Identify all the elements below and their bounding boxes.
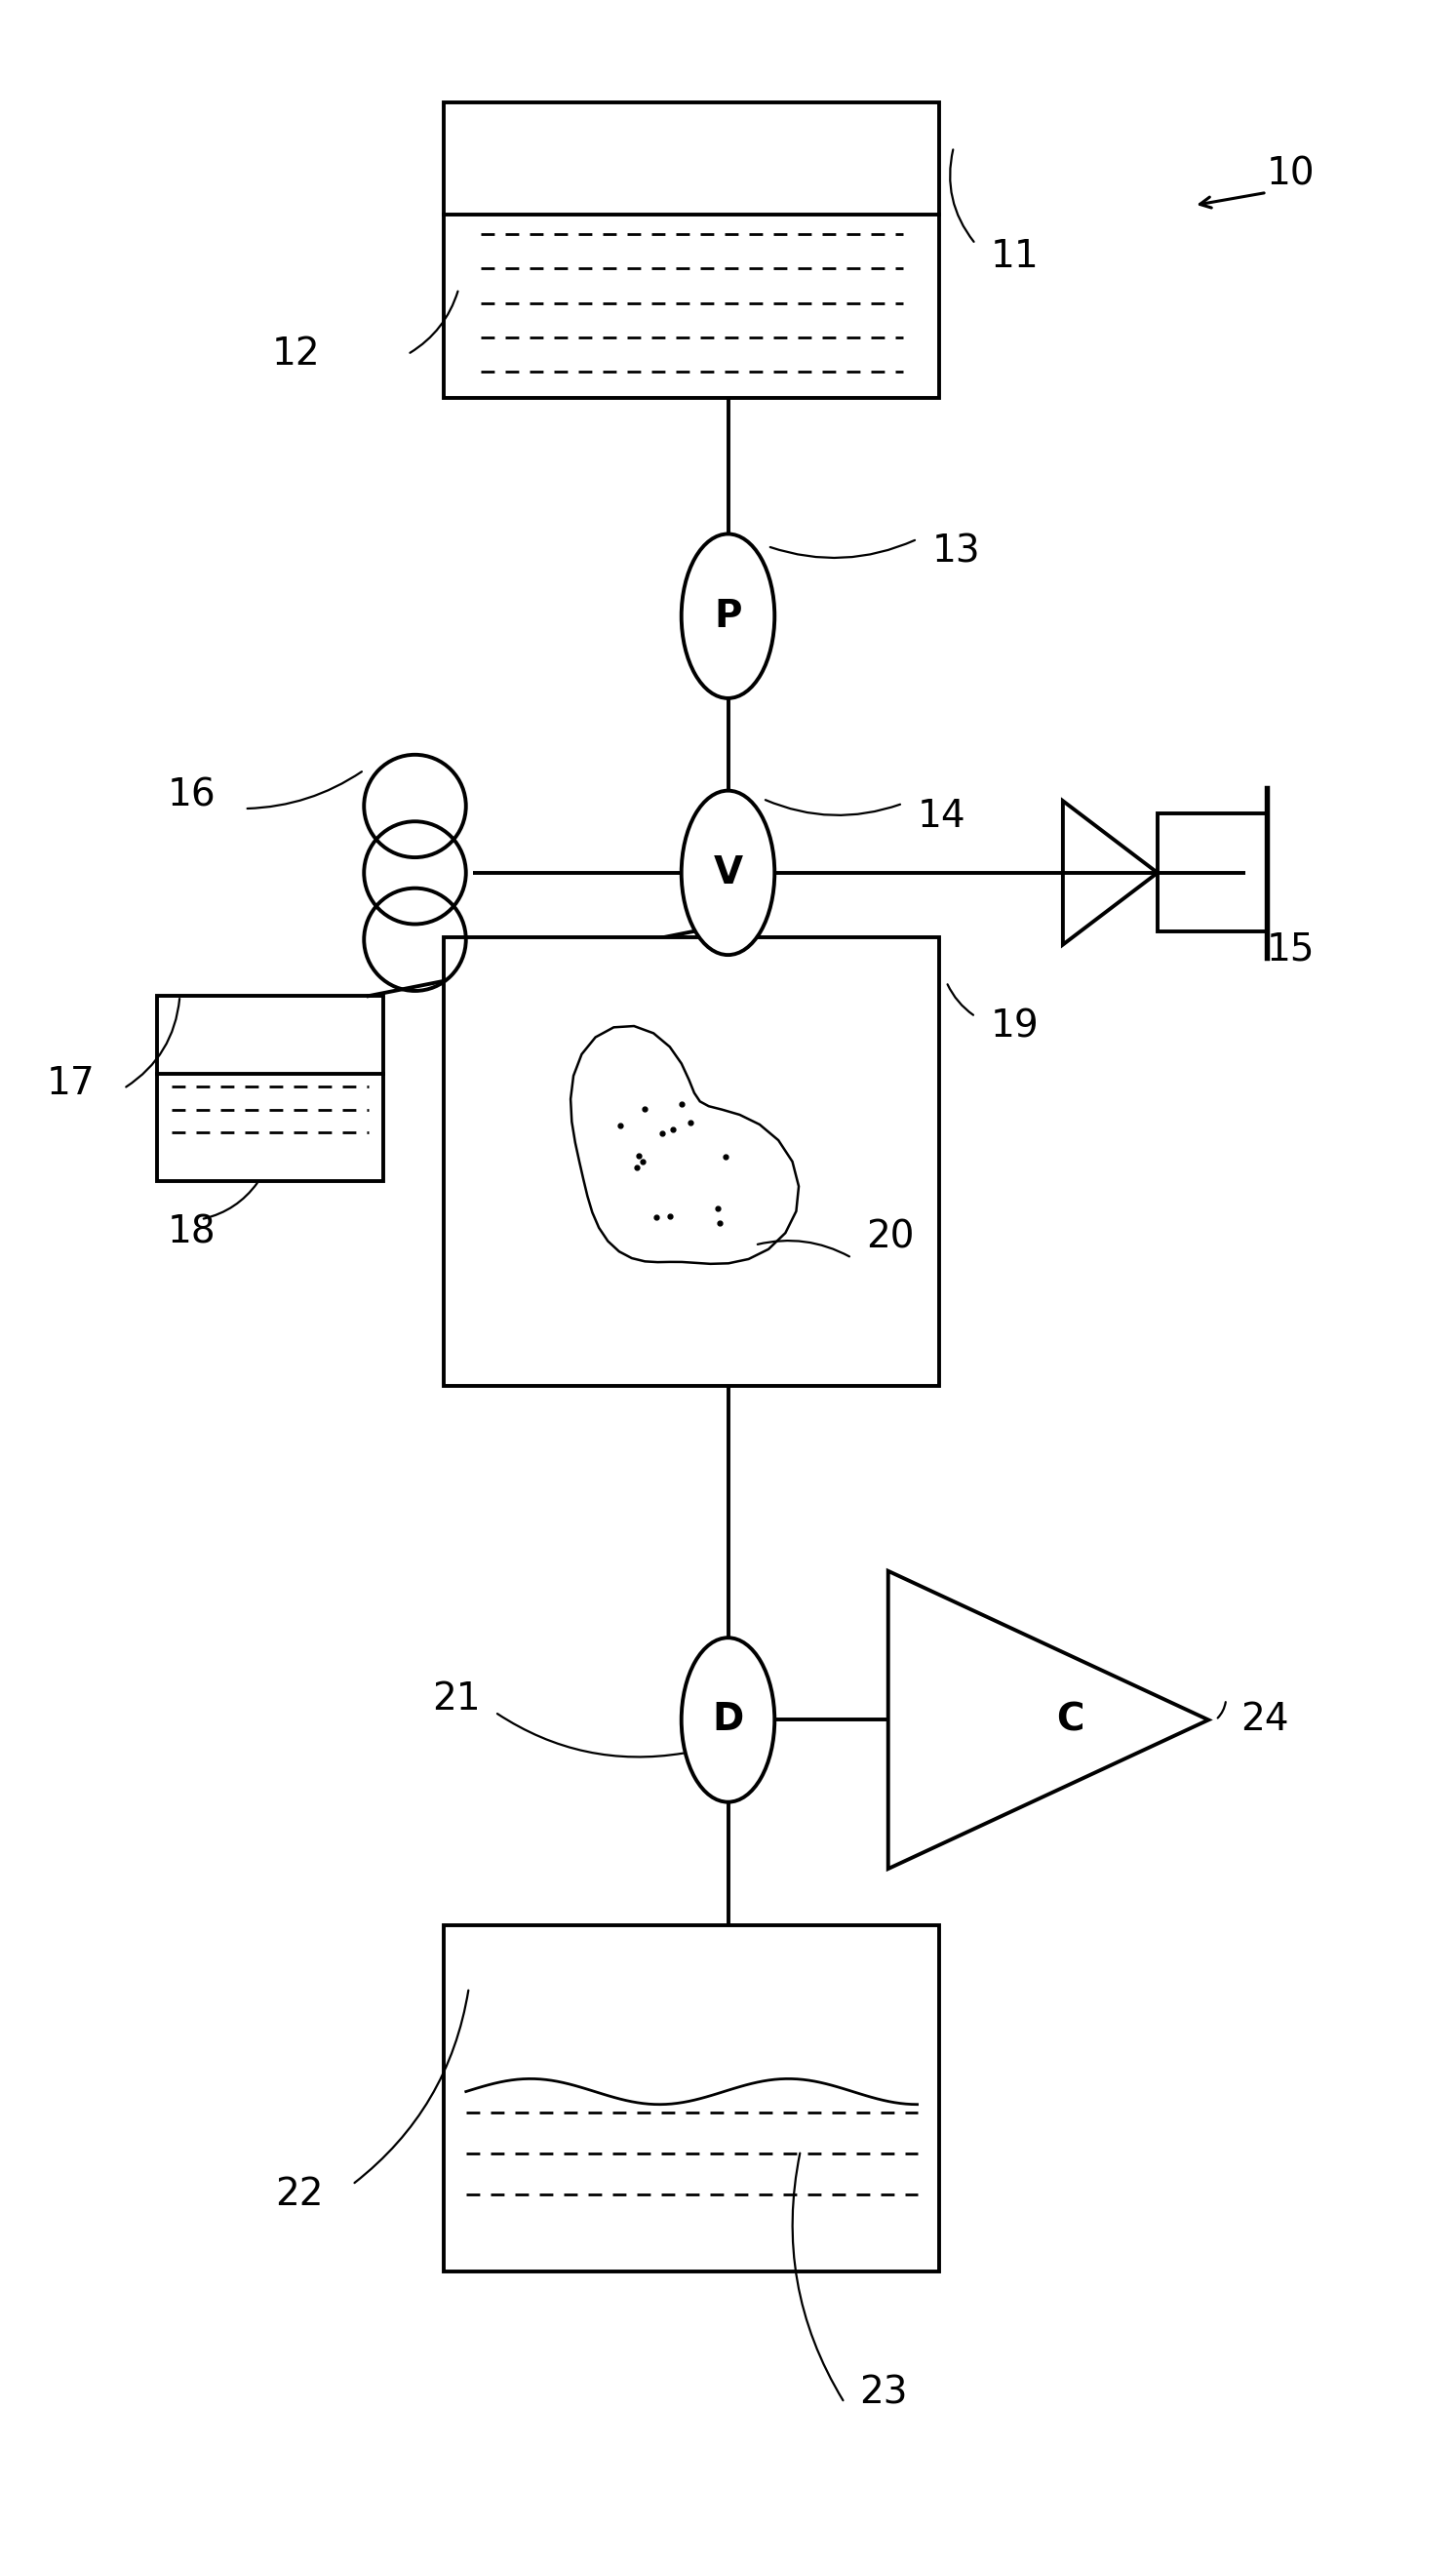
Text: 17: 17 xyxy=(47,1065,95,1101)
Text: 15: 15 xyxy=(1267,932,1315,968)
Bar xyxy=(444,103,939,398)
Bar xyxy=(157,996,383,1181)
Text: V: V xyxy=(713,855,743,891)
Text: 21: 21 xyxy=(432,1681,480,1717)
Circle shape xyxy=(681,534,775,698)
Text: 12: 12 xyxy=(272,336,320,372)
Text: 23: 23 xyxy=(859,2374,907,2410)
Text: D: D xyxy=(712,1702,744,1738)
Text: C: C xyxy=(1056,1702,1085,1738)
Text: 18: 18 xyxy=(167,1214,215,1250)
Bar xyxy=(1158,814,1267,932)
Circle shape xyxy=(681,791,775,955)
Text: 22: 22 xyxy=(275,2177,323,2213)
Text: 20: 20 xyxy=(866,1219,914,1255)
Text: 10: 10 xyxy=(1267,157,1315,193)
Text: 16: 16 xyxy=(167,778,215,814)
Text: 24: 24 xyxy=(1241,1702,1289,1738)
Text: 14: 14 xyxy=(917,798,965,834)
Text: P: P xyxy=(713,598,743,634)
Text: 19: 19 xyxy=(990,1009,1038,1045)
Text: 11: 11 xyxy=(990,239,1038,275)
Bar xyxy=(444,1925,939,2272)
Bar xyxy=(444,937,939,1386)
Text: 13: 13 xyxy=(932,534,980,570)
Circle shape xyxy=(681,1638,775,1802)
